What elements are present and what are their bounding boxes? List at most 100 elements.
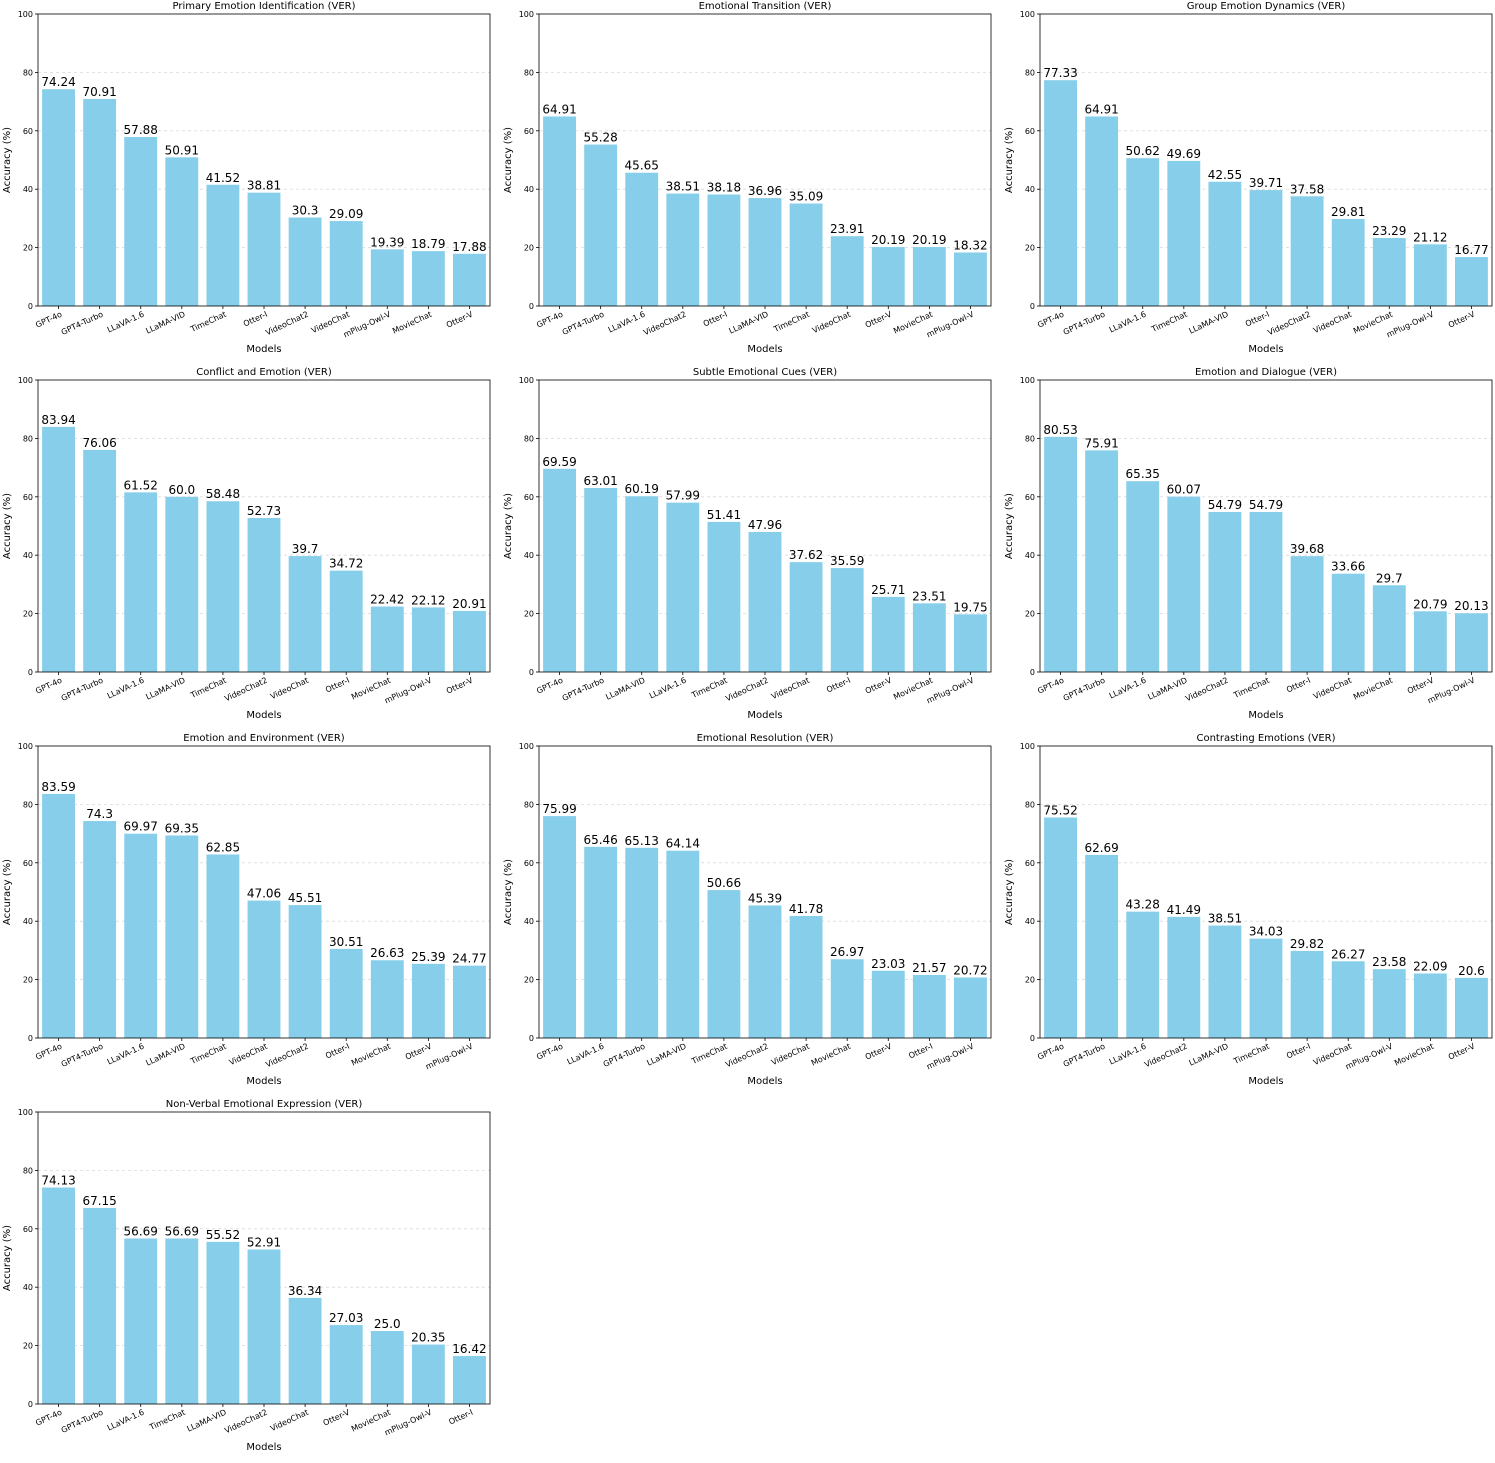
bar	[871, 247, 905, 306]
bar-value-label: 26.27	[1331, 947, 1365, 961]
x-tick-label: GPT-4o	[34, 1042, 63, 1062]
bar	[83, 449, 117, 672]
y-axis-label: Accuracy (%)	[2, 859, 13, 925]
y-tick-label: 0	[1030, 1034, 1035, 1043]
bar-value-label: 56.69	[124, 1224, 158, 1238]
bar-value-label: 25.0	[374, 1317, 401, 1331]
x-tick-label: mPlug-Owl-V	[925, 1041, 976, 1071]
bar-value-label: 74.3	[86, 807, 113, 821]
bar	[288, 1297, 322, 1404]
bar	[912, 247, 946, 306]
bar-value-label: 64.91	[542, 102, 576, 116]
chart-title: Contrasting Emotions (VER)	[1196, 733, 1335, 744]
x-tick-label: LLaVA-1.6	[1108, 1042, 1148, 1067]
bar	[1372, 237, 1406, 306]
bar	[453, 965, 486, 1038]
bar-value-label: 20.35	[411, 1331, 445, 1345]
chart-svg: Emotion and Environment (VER) 0 20 40 60 80 10…	[2, 733, 491, 1087]
x-tick-label: Otter-I	[1285, 676, 1312, 695]
bar	[83, 1207, 117, 1404]
chart-title: Subtle Emotional Cues (VER)	[693, 367, 837, 378]
x-tick-label: VideoChat	[269, 1408, 310, 1434]
bar-value-label: 57.88	[124, 123, 158, 137]
bar-value-label: 60.0	[168, 483, 195, 497]
bar	[206, 184, 240, 306]
x-tick-label: TimeChat	[188, 676, 227, 701]
bar	[789, 916, 823, 1038]
y-tick-label: 40	[23, 185, 33, 194]
bar-value-label: 23.91	[830, 222, 864, 236]
bar-value-label: 61.52	[124, 478, 158, 492]
x-tick-label: LLaVA-1.6	[106, 310, 146, 335]
bar	[954, 614, 987, 672]
bar-value-label: 55.28	[583, 131, 617, 145]
bar-value-label: 29.81	[1331, 205, 1365, 219]
bar-value-label: 58.48	[206, 487, 240, 501]
bar-value-label: 20.19	[912, 233, 946, 247]
bar	[1208, 181, 1242, 306]
bar	[206, 854, 240, 1038]
bar	[1085, 854, 1119, 1038]
bar-value-label: 52.91	[247, 1236, 281, 1250]
bar-value-label: 19.39	[370, 235, 404, 249]
x-tick-label: LLaVA-1.6	[1108, 310, 1148, 335]
x-tick-label: LLaMA-VID	[1187, 1042, 1229, 1068]
x-tick-label: GPT4-Turbo	[561, 310, 606, 337]
x-tick-label: MovieChat	[350, 1042, 392, 1068]
x-tick-label: GPT4-Turbo	[60, 1408, 105, 1435]
bar-chart-1: Primary Emotion Identification (VER) 0 20 4…	[0, 0, 498, 365]
bar-chart-7: Emotion and Environment (VER) 0 20 40 60 80 10…	[0, 732, 498, 1097]
x-tick-label: Otter-V	[864, 1041, 894, 1061]
x-tick-label: MovieChat	[1393, 1042, 1435, 1068]
x-tick-label: VideoChat2	[223, 676, 269, 704]
y-tick-label: 60	[524, 859, 534, 868]
bar	[1455, 257, 1488, 306]
bar	[329, 1325, 363, 1404]
bar-value-label: 77.33	[1043, 66, 1077, 80]
bar	[1249, 512, 1283, 672]
bar-value-label: 38.18	[707, 181, 741, 195]
bar-value-label: 75.52	[1043, 803, 1077, 817]
bar-value-label: 43.28	[1126, 898, 1160, 912]
bar	[453, 610, 486, 672]
x-tick-label: GPT4-Turbo	[60, 676, 105, 703]
x-tick-label: LLaVA-1.6	[106, 676, 146, 701]
bar	[165, 1238, 199, 1404]
x-tick-label: Otter-V	[1406, 675, 1436, 695]
bar-value-label: 63.01	[583, 474, 617, 488]
x-tick-label: GPT-4o	[1036, 676, 1065, 696]
bar-value-label: 54.79	[1208, 498, 1242, 512]
bar	[666, 502, 700, 672]
bar-value-label: 29.09	[329, 207, 363, 221]
bar-value-label: 37.62	[789, 548, 823, 562]
x-tick-label: Otter-I	[825, 676, 852, 695]
bar	[247, 518, 281, 672]
bar	[1290, 556, 1324, 672]
x-tick-label: TimeChat	[188, 310, 227, 335]
y-tick-label: 80	[23, 68, 33, 77]
y-tick-label: 80	[524, 434, 534, 443]
bar	[1290, 950, 1324, 1038]
bar-value-label: 64.14	[666, 837, 700, 851]
y-tick-label: 100	[18, 10, 33, 19]
x-axis-label: Models	[1248, 344, 1283, 355]
y-tick-label: 60	[1025, 127, 1035, 136]
bar	[411, 251, 445, 306]
x-tick-label: Otter-V	[445, 309, 475, 329]
bar	[543, 468, 576, 672]
y-tick-label: 0	[28, 1400, 33, 1409]
bar-value-label: 50.62	[1126, 144, 1160, 158]
x-tick-label: GPT4-Turbo	[60, 310, 105, 337]
bar	[83, 98, 117, 306]
y-tick-label: 20	[524, 976, 534, 985]
bar	[1167, 160, 1201, 306]
chart-svg: Emotion and Dialogue (VER) 0 20 40 60 80 100 80…	[1004, 367, 1493, 721]
bar-value-label: 47.06	[247, 887, 281, 901]
bar-value-label: 33.66	[1331, 560, 1365, 574]
bar	[830, 959, 864, 1038]
bar	[912, 975, 946, 1038]
plot-frame	[37, 13, 491, 307]
bar-value-label: 41.78	[789, 902, 823, 916]
bar-value-label: 49.69	[1167, 147, 1201, 161]
